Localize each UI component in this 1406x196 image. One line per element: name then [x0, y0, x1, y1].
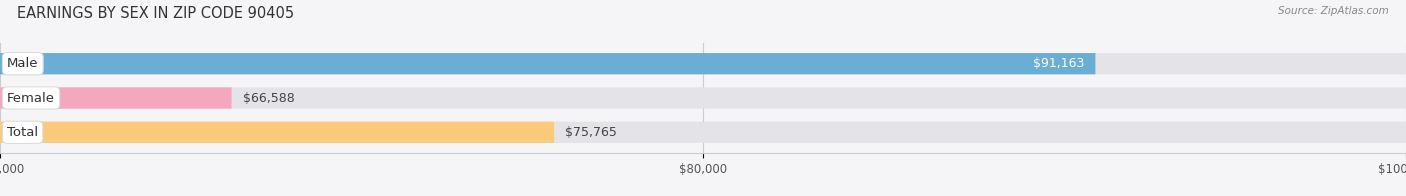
Text: Source: ZipAtlas.com: Source: ZipAtlas.com: [1278, 6, 1389, 16]
FancyBboxPatch shape: [0, 53, 1095, 74]
FancyBboxPatch shape: [0, 122, 1406, 143]
Text: $75,765: $75,765: [565, 126, 617, 139]
Text: EARNINGS BY SEX IN ZIP CODE 90405: EARNINGS BY SEX IN ZIP CODE 90405: [17, 6, 294, 21]
Text: Female: Female: [7, 92, 55, 104]
FancyBboxPatch shape: [0, 87, 1406, 109]
Text: Total: Total: [7, 126, 38, 139]
FancyBboxPatch shape: [0, 87, 232, 109]
FancyBboxPatch shape: [0, 122, 554, 143]
Text: $66,588: $66,588: [243, 92, 295, 104]
FancyBboxPatch shape: [0, 53, 1406, 74]
Text: Male: Male: [7, 57, 38, 70]
Text: $91,163: $91,163: [1033, 57, 1084, 70]
